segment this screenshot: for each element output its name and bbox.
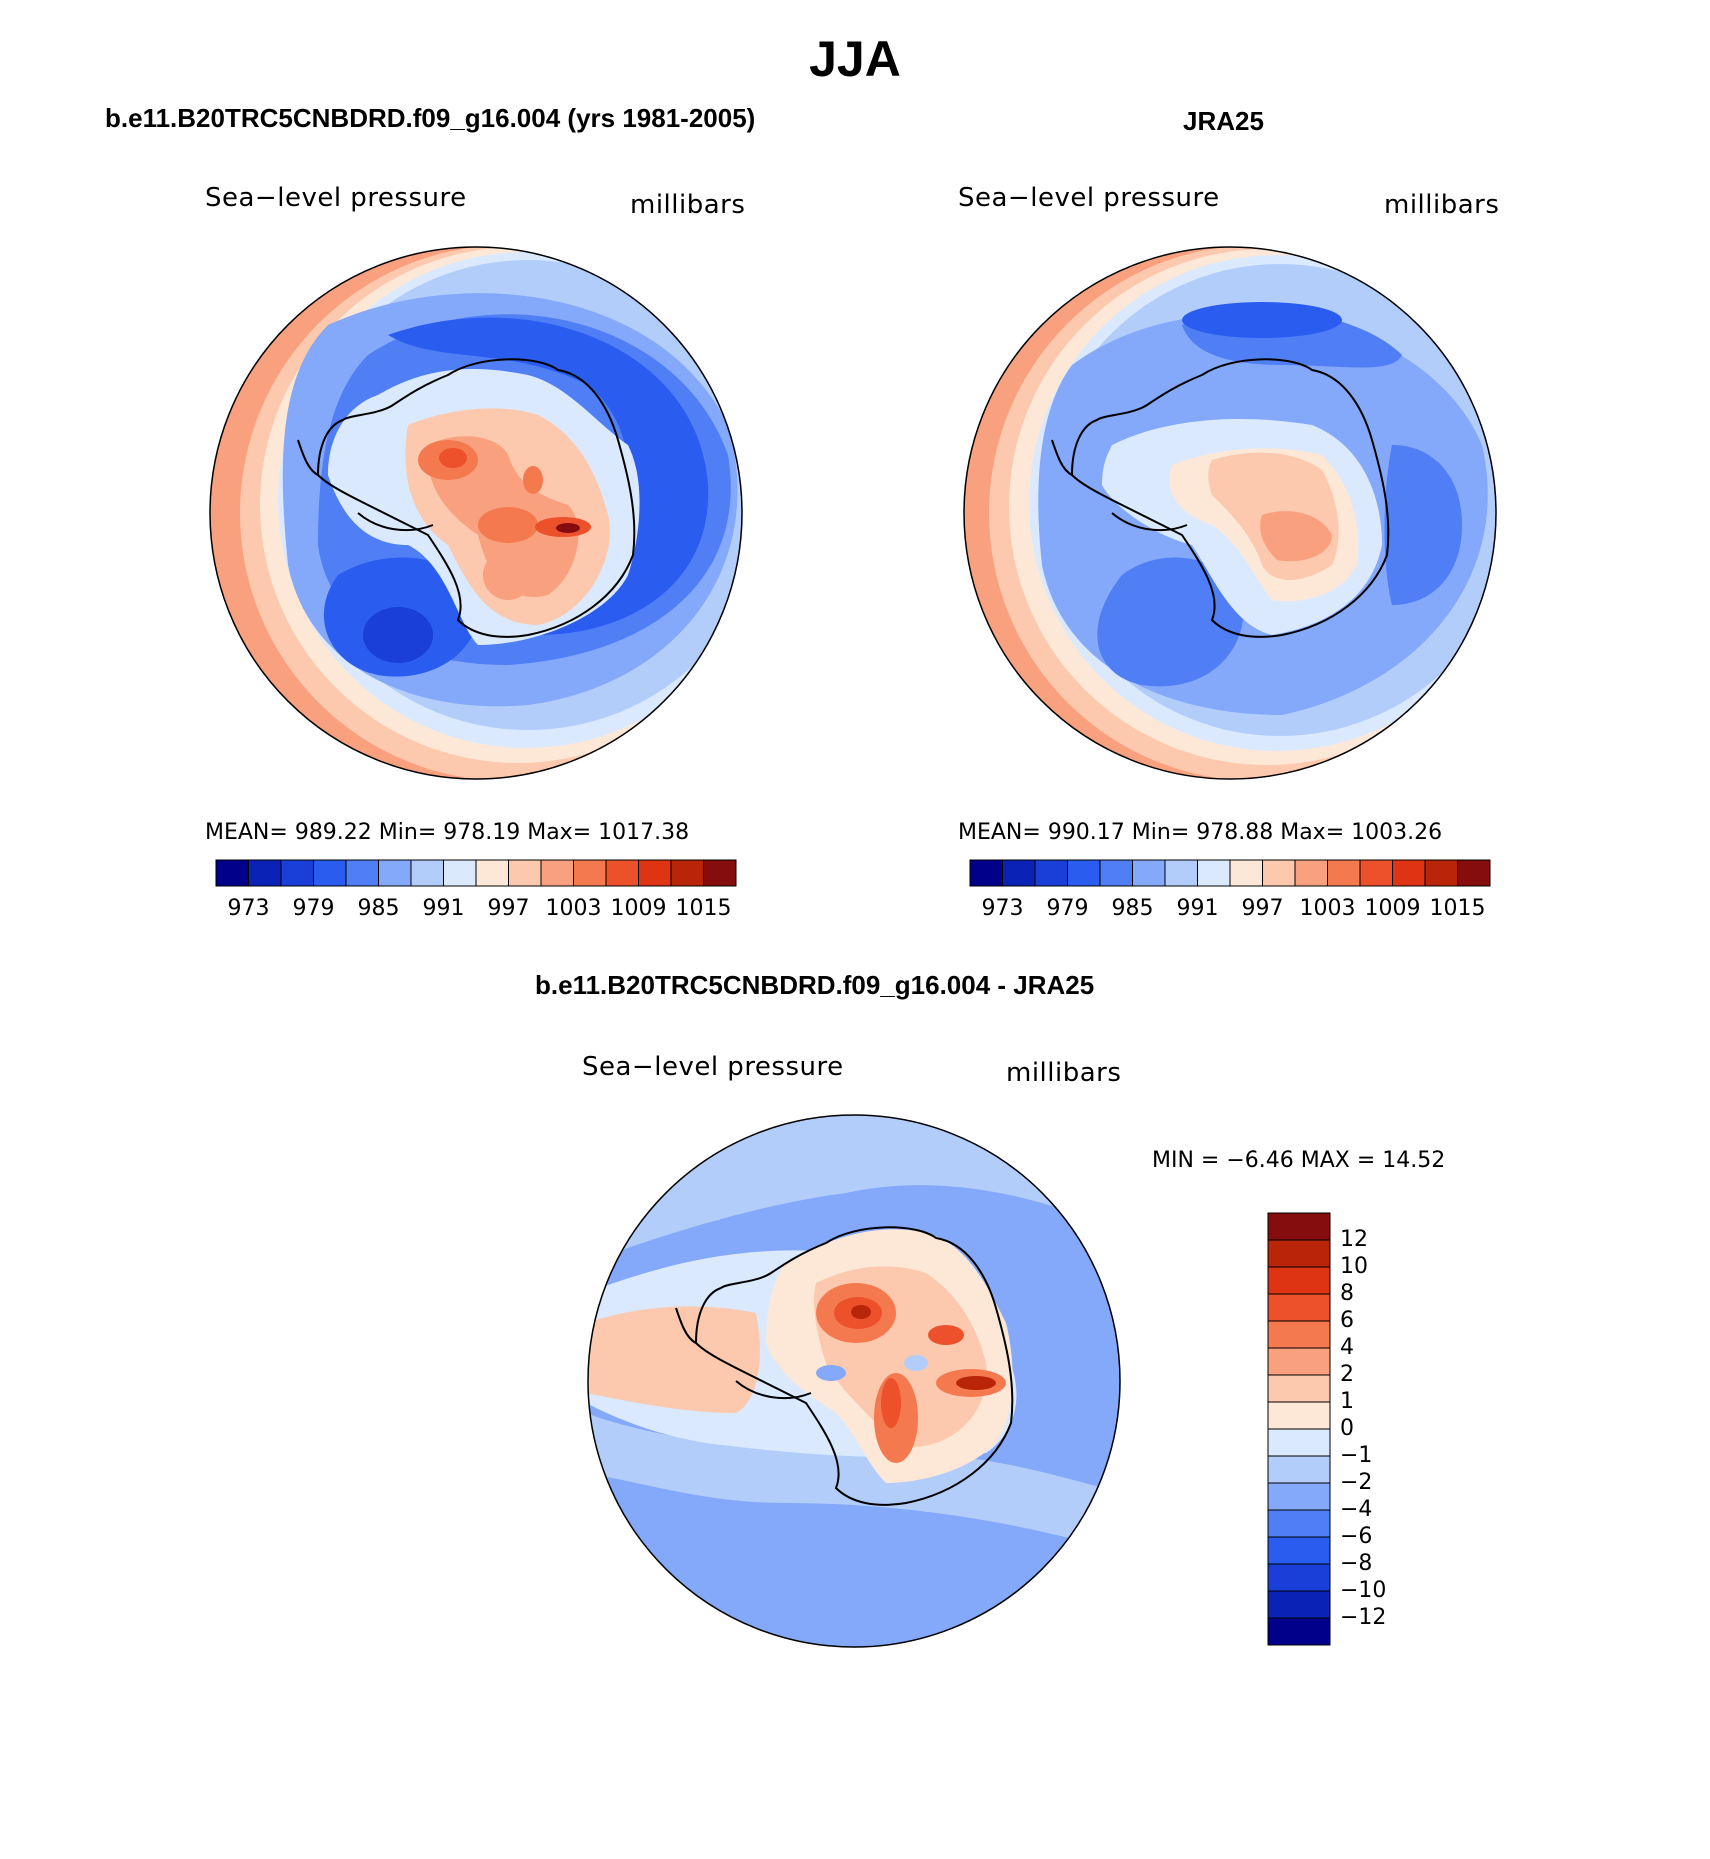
colorbar-tick-label: 1015: [1429, 896, 1486, 921]
colorbar-swatch: [1267, 1536, 1331, 1565]
colorbar-swatch: [1359, 859, 1393, 887]
colorbar-tick-label: −6: [1340, 1524, 1373, 1549]
colorbar-tick-label: −10: [1340, 1578, 1387, 1603]
colorbar-swatch: [638, 859, 672, 887]
panel-2-stats: MEAN= 990.17 Min= 978.88 Max= 1003.26: [958, 820, 1443, 845]
colorbar-tick-label: 1: [1340, 1389, 1354, 1414]
panel-2-heading: JRA25: [1183, 106, 1264, 136]
colorbar-swatch: [1457, 859, 1491, 887]
panel-2-polar-map: [963, 246, 1497, 780]
colorbar-tick-label: 12: [1340, 1227, 1368, 1252]
colorbar-tick-label: 997: [487, 896, 530, 921]
figure-title: JJA: [809, 31, 901, 87]
colorbar-tick-label: 973: [981, 896, 1024, 921]
panel-2-variable-label: Sea−level pressure: [958, 183, 1220, 213]
colorbar-tick-label: −12: [1340, 1605, 1387, 1630]
panel-3-units-label: millibars: [1006, 1058, 1122, 1088]
colorbar-swatch: [1392, 859, 1426, 887]
colorbar-tick-label: 1009: [1364, 896, 1421, 921]
colorbar-swatch: [1267, 1266, 1331, 1295]
panel-1-heading: b.e11.B20TRC5CNBDRD.f09_g16.004 (yrs 198…: [105, 103, 756, 133]
colorbar-swatch: [280, 859, 314, 887]
panel-2-units-label: millibars: [1384, 190, 1500, 220]
panel-1-stats: MEAN= 989.22 Min= 978.19 Max= 1017.38: [205, 820, 690, 845]
panel-3-heading: b.e11.B20TRC5CNBDRD.f09_g16.004 - JRA25: [535, 970, 1095, 1000]
colorbar-swatch: [313, 859, 347, 887]
panel-3-polar-map: [587, 1114, 1121, 1648]
colorbar-swatch: [1267, 1374, 1331, 1403]
colorbar-swatch: [215, 859, 249, 887]
colorbar-swatch: [1267, 1428, 1331, 1457]
colorbar-tick-label: 1003: [1299, 896, 1356, 921]
colorbar-swatch: [1267, 1509, 1331, 1538]
colorbar-swatch: [1067, 859, 1101, 887]
colorbar-tick-label: 8: [1340, 1281, 1354, 1306]
colorbar-swatch: [378, 859, 412, 887]
colorbar-swatch: [443, 859, 477, 887]
panel-3-colorbar: [1267, 1212, 1331, 1646]
panel-1-units-label: millibars: [630, 190, 746, 220]
colorbar-swatch: [1267, 1320, 1331, 1349]
panel-3-stats: MIN = −6.46 MAX = 14.52: [1152, 1148, 1446, 1173]
colorbar-swatch: [345, 859, 379, 887]
colorbar-swatch: [1034, 859, 1068, 887]
colorbar-tick-label: 991: [1176, 896, 1219, 921]
colorbar-tick-label: 4: [1340, 1335, 1354, 1360]
colorbar-swatch: [1327, 859, 1361, 887]
colorbar-swatch: [410, 859, 444, 887]
colorbar-swatch: [1229, 859, 1263, 887]
colorbar-swatch: [969, 859, 1003, 887]
colorbar-tick-label: 1003: [545, 896, 602, 921]
colorbar-tick-label: −1: [1340, 1443, 1373, 1468]
colorbar-swatch: [248, 859, 282, 887]
colorbar-tick-label: 979: [292, 896, 335, 921]
colorbar-tick-label: 985: [1111, 896, 1154, 921]
colorbar-swatch: [1267, 1563, 1331, 1592]
colorbar-swatch: [540, 859, 574, 887]
colorbar-tick-label: 979: [1046, 896, 1089, 921]
colorbar-tick-label: 6: [1340, 1308, 1354, 1333]
colorbar-swatch: [508, 859, 542, 887]
colorbar-tick-label: 1009: [610, 896, 667, 921]
colorbar-swatch: [1424, 859, 1458, 887]
panel-1-variable-label: Sea−level pressure: [205, 183, 467, 213]
colorbar-swatch: [1197, 859, 1231, 887]
colorbar-tick-label: −8: [1340, 1551, 1373, 1576]
colorbar-tick-label: 0: [1340, 1416, 1354, 1441]
colorbar-tick-label: 973: [227, 896, 270, 921]
colorbar-tick-label: 10: [1340, 1254, 1368, 1279]
colorbar-swatch: [1267, 1347, 1331, 1376]
colorbar-swatch: [1262, 859, 1296, 887]
colorbar-tick-label: −4: [1340, 1497, 1373, 1522]
colorbar-swatch: [605, 859, 639, 887]
colorbar-swatch: [1267, 1293, 1331, 1322]
colorbar-swatch: [1267, 1590, 1331, 1619]
colorbar-swatch: [1267, 1239, 1331, 1268]
colorbar-tick-label: 1015: [675, 896, 732, 921]
colorbar-swatch: [1002, 859, 1036, 887]
colorbar-swatch: [1267, 1401, 1331, 1430]
colorbar-tick-label: −2: [1340, 1470, 1373, 1495]
colorbar-tick-label: 2: [1340, 1362, 1354, 1387]
colorbar-tick-label: 985: [357, 896, 400, 921]
colorbar-swatch: [1267, 1617, 1331, 1646]
colorbar-tick-label: 997: [1241, 896, 1284, 921]
colorbar-swatch: [1294, 859, 1328, 887]
panel-1-polar-map: [209, 246, 743, 780]
panel-1-colorbar: [215, 859, 737, 887]
colorbar-swatch: [1267, 1455, 1331, 1484]
panel-3-variable-label: Sea−level pressure: [582, 1052, 844, 1082]
colorbar-swatch: [670, 859, 704, 887]
colorbar-swatch: [573, 859, 607, 887]
panel-2-colorbar: [969, 859, 1491, 887]
colorbar-tick-label: 991: [422, 896, 465, 921]
colorbar-swatch: [1267, 1482, 1331, 1511]
colorbar-swatch: [1099, 859, 1133, 887]
colorbar-swatch: [475, 859, 509, 887]
colorbar-swatch: [1164, 859, 1198, 887]
colorbar-swatch: [1132, 859, 1166, 887]
colorbar-swatch: [1267, 1212, 1331, 1241]
colorbar-swatch: [703, 859, 737, 887]
